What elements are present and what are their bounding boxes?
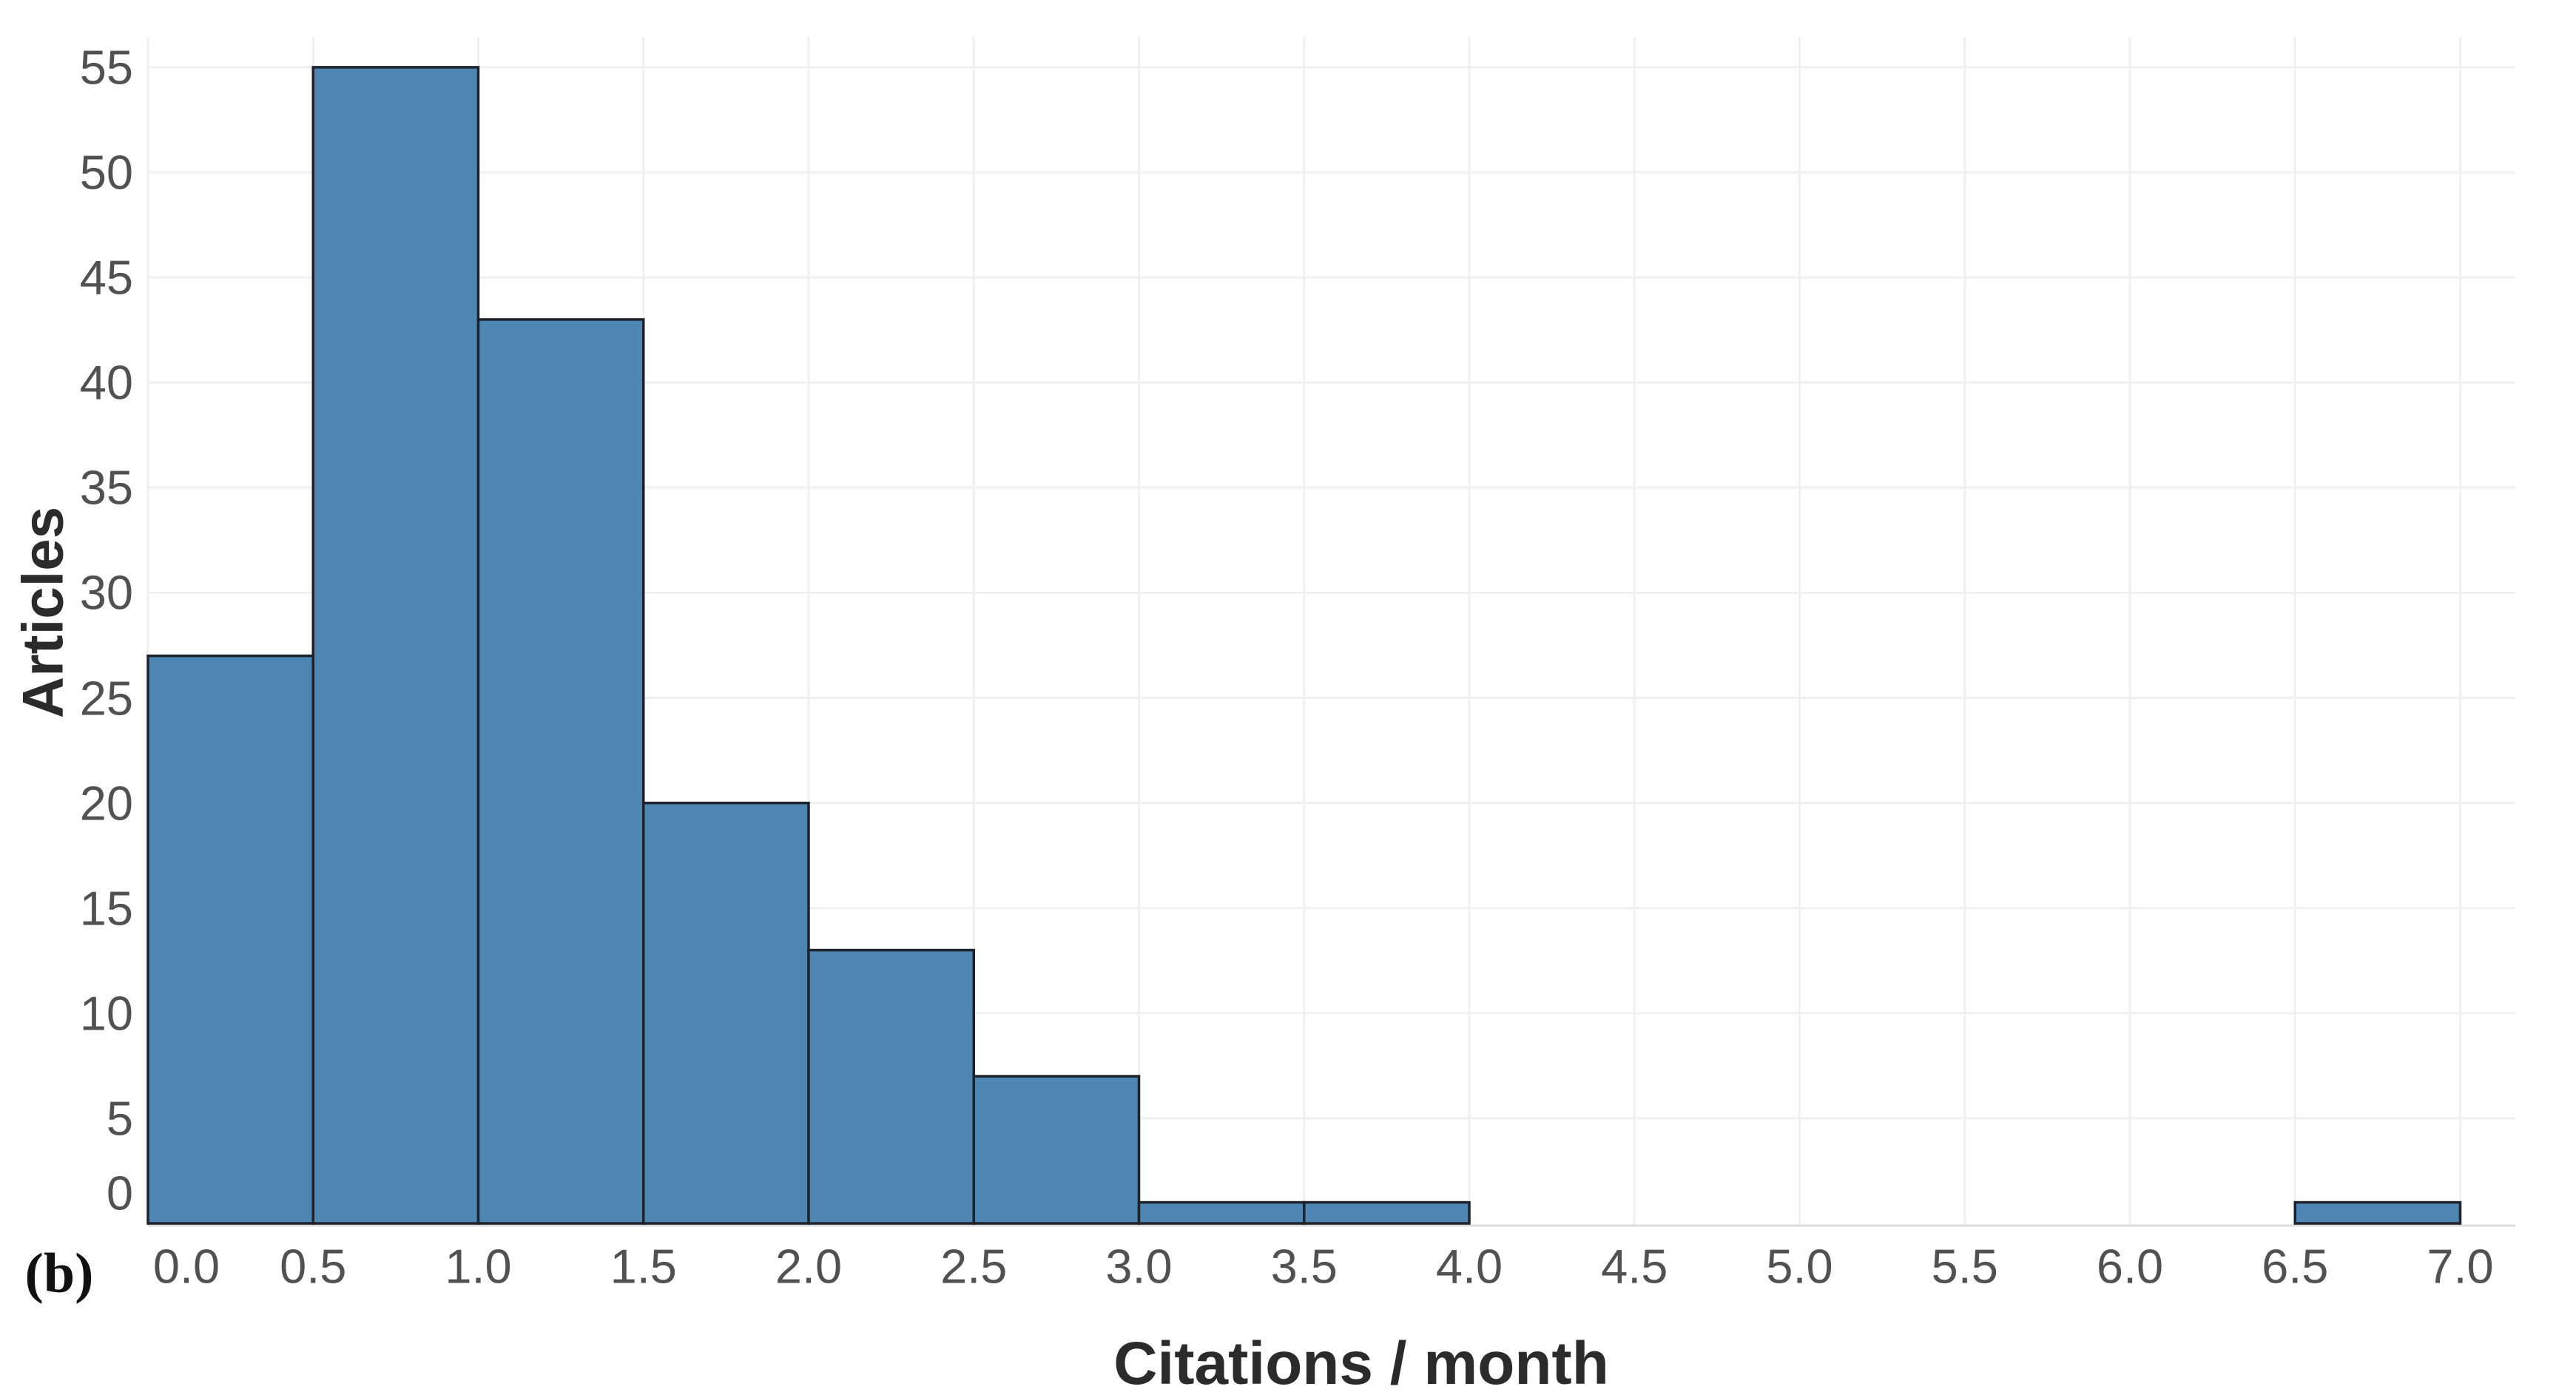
x-axis-tick-label: 7.0 [2427,1239,2494,1294]
x-axis-tick-label: 2.0 [775,1239,843,1294]
y-axis-tick-label: 30 [79,565,133,620]
x-axis-tick-label: 4.0 [1435,1239,1503,1294]
x-axis-tick-label: 6.5 [2262,1239,2329,1294]
y-axis-tick-label: 35 [79,460,133,515]
y-axis-tick-label: 25 [79,671,133,725]
histogram-bar [146,654,314,1225]
x-axis-tick-label: 1.0 [445,1239,512,1294]
x-axis-tick-label: 3.0 [1105,1239,1173,1294]
y-axis-tick-label: 5 [106,1091,133,1146]
histogram-bar [972,1075,1141,1225]
histogram-bar [807,948,975,1225]
histogram-bar [642,801,810,1225]
y-axis-tick-label: 0 [106,1166,133,1220]
x-axis-tick-label: 3.5 [1270,1239,1338,1294]
x-axis-tick-label: 4.5 [1601,1239,1668,1294]
x-axis-title: Citations / month [1113,1330,1609,1395]
x-axis-tick-label: 6.0 [2096,1239,2164,1294]
histogram-bar [1137,1200,1306,1225]
x-axis-tick-label: 2.5 [940,1239,1008,1294]
histogram-bar [1303,1200,1471,1225]
x-axis-tick-label: 0.5 [280,1239,347,1294]
y-axis-tick-label: 45 [79,250,133,305]
y-axis-tick-label: 55 [79,40,133,95]
x-axis-tick-label: 0.0 [152,1239,220,1294]
y-axis-tick-label: 40 [79,355,133,410]
histogram-bar [476,318,645,1225]
y-axis-tick-label: 10 [79,986,133,1041]
x-axis-tick-label: 1.5 [610,1239,677,1294]
y-axis-tick-label: 15 [79,881,133,936]
histogram-bar [311,66,480,1225]
x-axis-tick-label: 5.0 [1766,1239,1833,1294]
histogram-bar [2293,1200,2462,1225]
x-axis-tick-label: 5.5 [1931,1239,1998,1294]
y-axis-tick-label: 20 [79,776,133,831]
panel-label: (b) [24,1242,94,1305]
y-axis-tick-label: 50 [79,145,133,200]
